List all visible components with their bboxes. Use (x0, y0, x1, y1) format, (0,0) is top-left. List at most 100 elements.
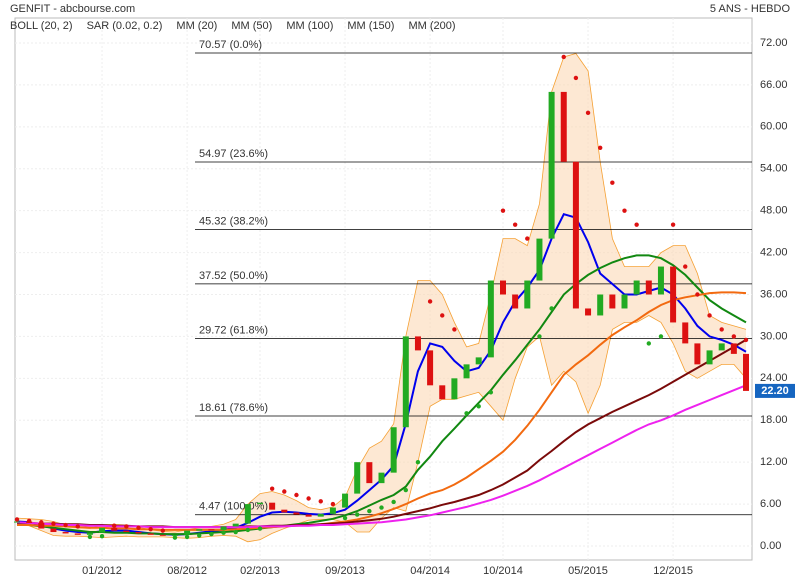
y-tick-label: 54.00 (760, 163, 788, 175)
x-tick-label: 04/2014 (410, 565, 450, 577)
fib-label: 18.61 (78.6%) (199, 402, 268, 414)
sar-dot (306, 496, 311, 501)
candle (293, 512, 300, 515)
sar-dot (403, 487, 408, 493)
candle (147, 533, 154, 535)
sar-dot (379, 505, 384, 510)
sar-dot (160, 528, 165, 533)
sar-dot (658, 334, 664, 339)
fib-label: 4.47 (100.0%) (199, 501, 268, 513)
candle (427, 350, 434, 386)
y-tick-label: 42.00 (760, 246, 788, 258)
candle (135, 532, 142, 534)
sar-dot (731, 334, 737, 339)
sar-dot (330, 501, 336, 507)
candle (366, 462, 373, 484)
sar-dot (184, 534, 190, 540)
sar-dot (719, 327, 724, 332)
sar-dot (26, 518, 32, 524)
candle (74, 533, 81, 535)
sar-dot (537, 334, 542, 339)
sar-dot (63, 522, 68, 528)
y-tick-label: 30.00 (760, 330, 788, 342)
sar-dot (282, 489, 287, 494)
sar-dot (585, 110, 591, 116)
sar-dot (512, 222, 518, 227)
legend-item: MM (20) (176, 20, 217, 32)
sar-dot (87, 534, 93, 540)
fib-label: 29.72 (61.8%) (199, 324, 268, 336)
sar-dot (598, 145, 603, 150)
sar-dot (707, 313, 712, 318)
x-tick-label: 05/2015 (568, 565, 608, 577)
candle (123, 530, 130, 533)
sar-dot (172, 535, 178, 540)
sar-dot (367, 508, 372, 514)
sar-dot (209, 531, 214, 537)
candle (730, 343, 737, 354)
candle (220, 526, 227, 530)
candle (390, 427, 397, 473)
y-tick-label: 6.00 (760, 498, 781, 510)
candle (536, 238, 543, 281)
sar-dot (342, 515, 348, 521)
candle (269, 502, 276, 510)
candle (378, 472, 385, 484)
sar-dot (634, 222, 639, 227)
candle (257, 502, 263, 505)
candle (354, 462, 361, 494)
sar-dot (440, 313, 445, 318)
candle (524, 280, 531, 309)
legend-item: MM (50) (231, 20, 272, 32)
candle (487, 280, 494, 358)
x-tick-label: 08/2012 (167, 565, 207, 577)
candle (14, 521, 20, 523)
sar-dot (269, 486, 275, 491)
x-tick-label: 10/2014 (483, 565, 523, 577)
candle (184, 530, 191, 535)
y-tick-label: 48.00 (760, 205, 788, 217)
candle (439, 385, 446, 400)
sar-dot (561, 54, 566, 60)
y-tick-label: 18.00 (760, 414, 788, 426)
candle (657, 266, 664, 295)
candle (196, 529, 203, 531)
candle (317, 513, 324, 517)
candle (402, 336, 409, 428)
sar-dot (136, 525, 141, 531)
candle (743, 353, 749, 391)
sar-dot (646, 341, 651, 346)
candle (682, 322, 689, 344)
y-tick-label: 72.00 (760, 37, 788, 49)
candle (463, 364, 470, 379)
y-tick-label: 36.00 (760, 288, 788, 300)
sar-dot (500, 208, 506, 213)
sar-dot (39, 520, 44, 525)
sar-dot (427, 299, 433, 304)
y-tick-label: 12.00 (760, 456, 788, 468)
candle (86, 532, 93, 535)
candle (633, 280, 640, 295)
chart-title: GENFIT - abcbourse.com (10, 3, 135, 15)
candle (50, 528, 57, 533)
candle (414, 336, 421, 351)
legend-item: SAR (0.02, 0.2) (87, 20, 163, 32)
candle (281, 509, 288, 513)
candle (475, 357, 482, 365)
legend-item: MM (200) (408, 20, 455, 32)
sar-dot (51, 521, 56, 526)
candle (560, 91, 567, 162)
y-tick-label: 0.00 (760, 540, 781, 552)
sar-dot (124, 524, 129, 529)
sar-dot (221, 530, 226, 535)
candle (159, 534, 166, 536)
candle (208, 529, 215, 531)
sar-dot (464, 411, 469, 416)
sar-dot (488, 390, 494, 395)
sar-dot (610, 180, 615, 185)
sar-dot (245, 527, 251, 533)
candle (62, 532, 69, 534)
y-tick-label: 24.00 (760, 372, 788, 384)
x-tick-label: 01/2012 (82, 565, 122, 577)
